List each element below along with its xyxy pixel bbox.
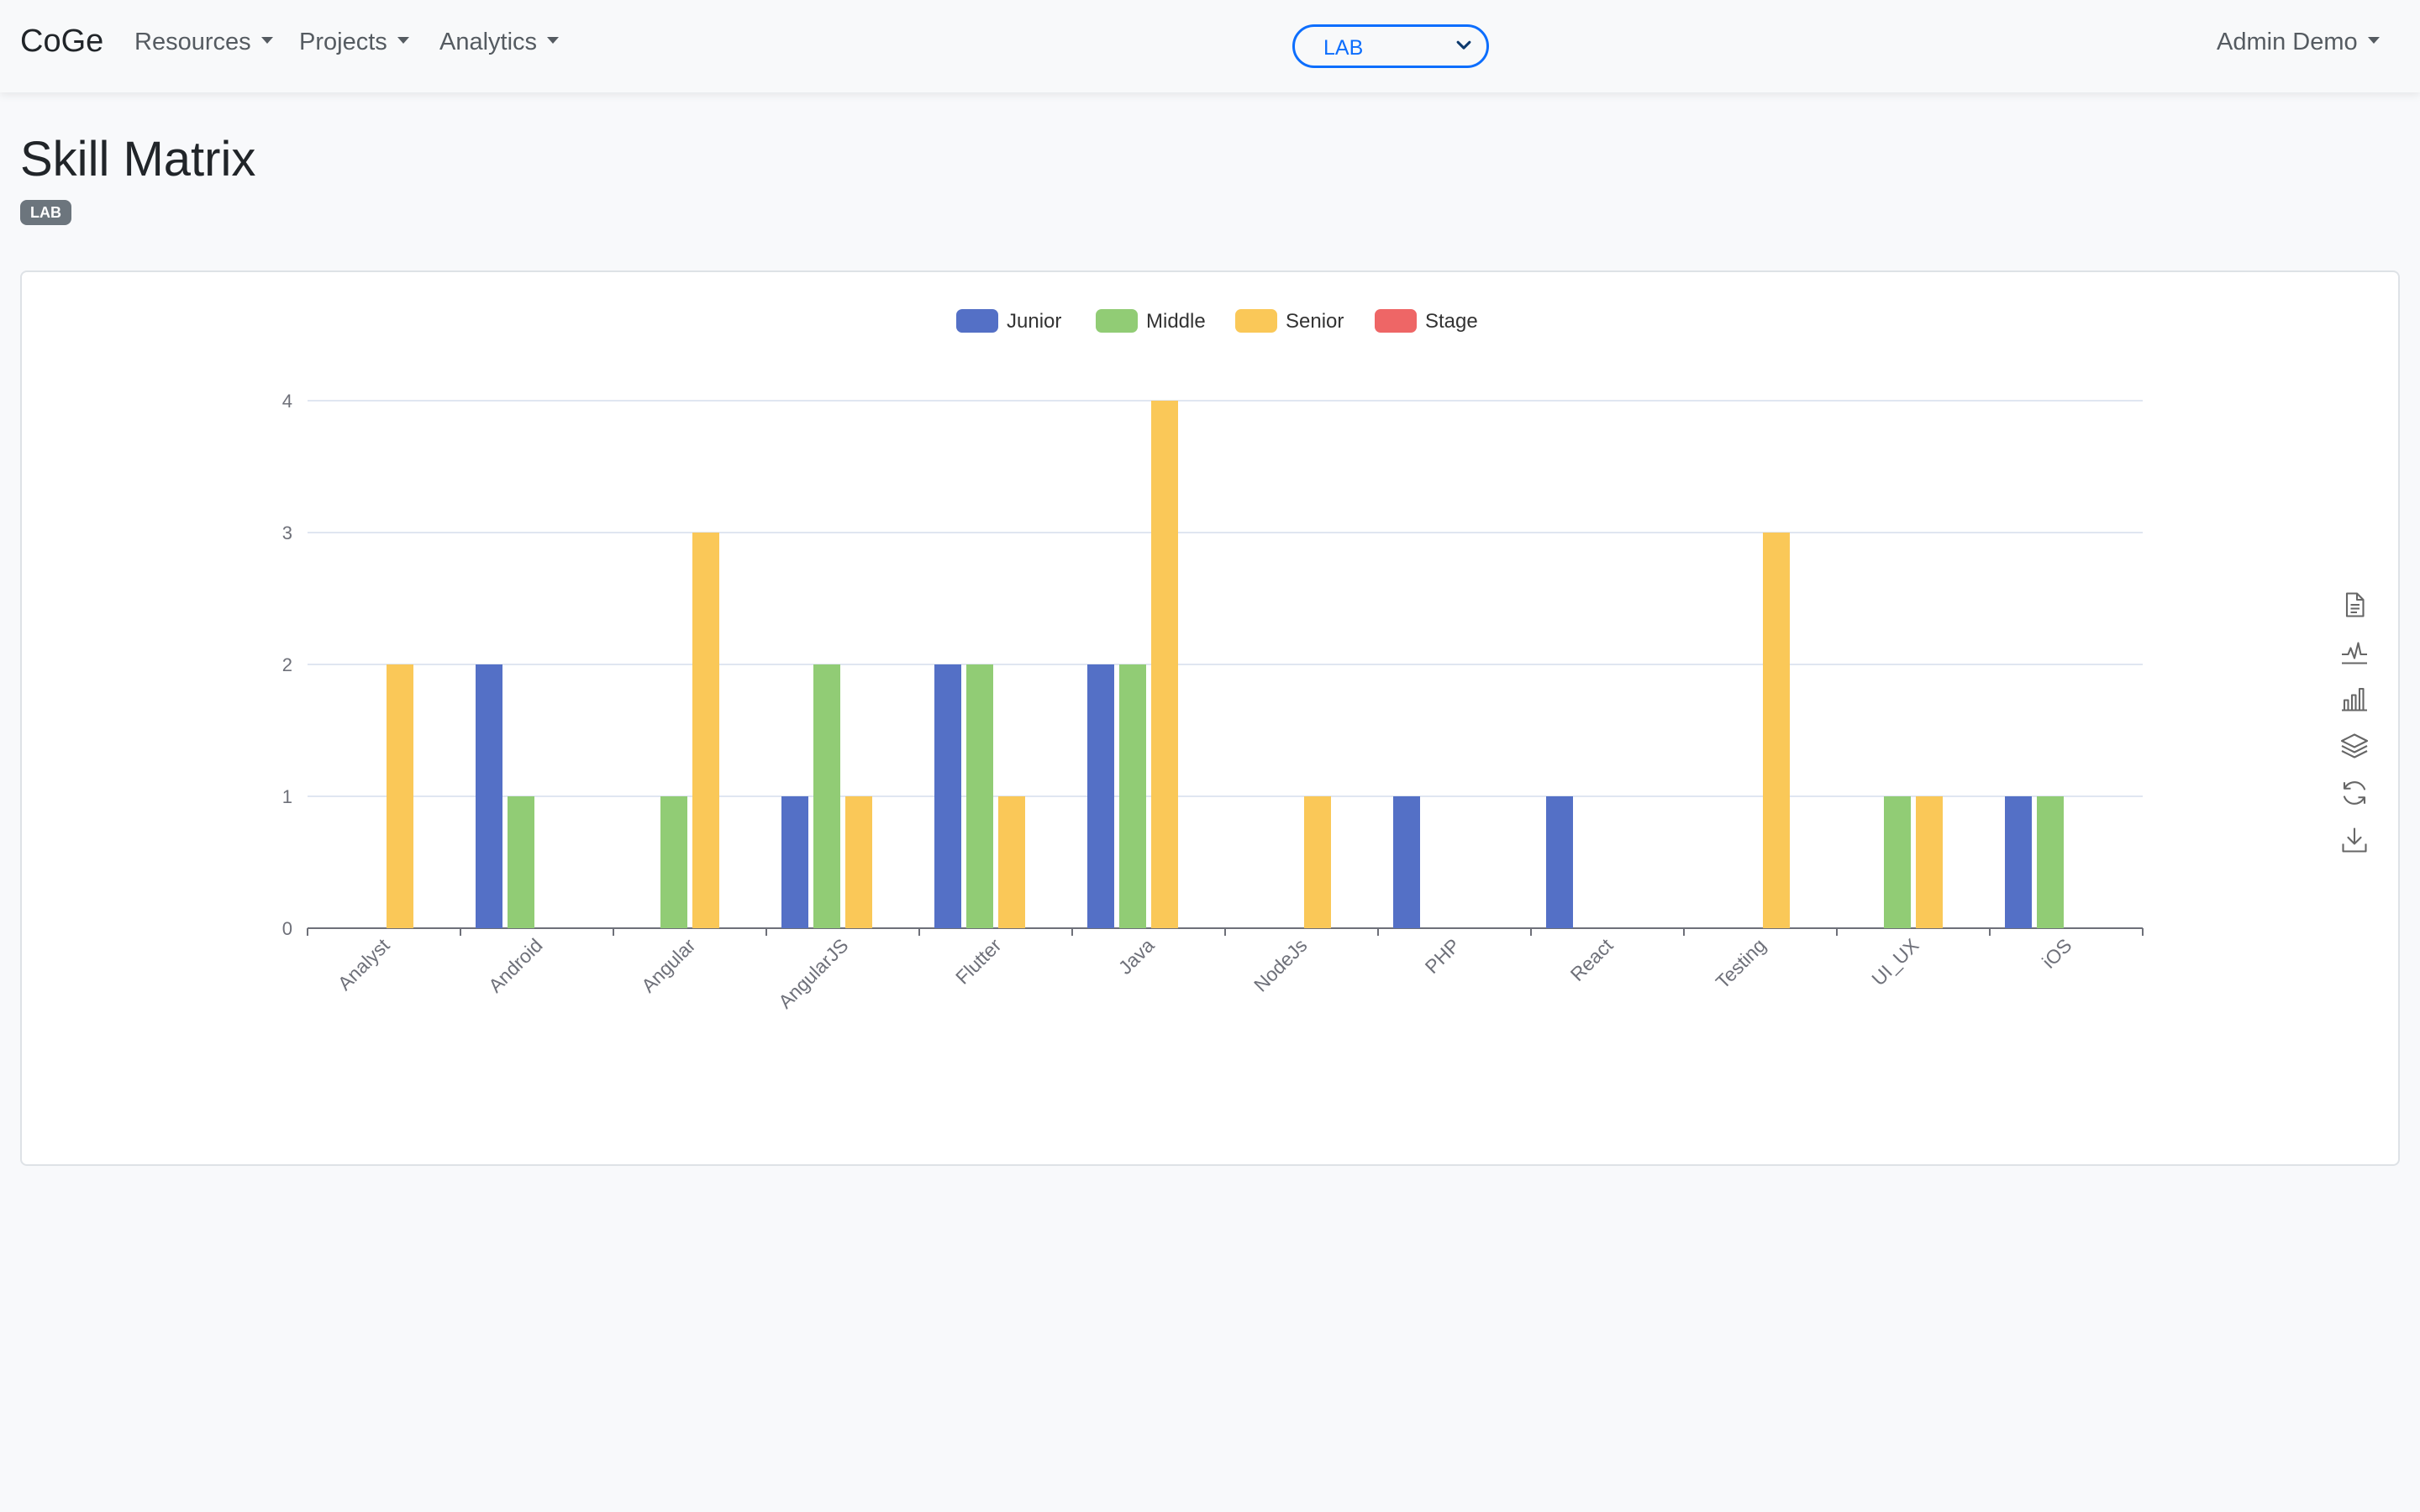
bar-middle-java — [1119, 664, 1146, 928]
x-tick-label: UI_UX — [1867, 934, 1923, 990]
caret-down-icon — [2367, 37, 2380, 45]
legend-label-stage: Stage — [1425, 310, 1478, 333]
stack-icon — [2340, 733, 2369, 759]
restore-icon — [2343, 781, 2366, 805]
switch-to-bar-button[interactable] — [2336, 680, 2373, 717]
bar-middle-ui_ux — [1884, 796, 1911, 928]
caret-down-icon — [547, 37, 560, 45]
x-tick-label: Angular — [637, 934, 700, 997]
save-image-icon — [2342, 827, 2367, 853]
caret-down-icon — [397, 37, 409, 45]
bar-junior-ios — [2005, 796, 2032, 928]
user-menu[interactable]: Admin Demo — [2217, 29, 2380, 56]
bar-chart-icon — [2342, 687, 2367, 711]
skill-matrix-chart: 0 1 2 3 4 Analyst Android Angular AngularJS Flutt… — [282, 309, 2144, 1013]
switch-to-line-button[interactable] — [2336, 633, 2373, 670]
legend-label-junior: Junior — [1007, 310, 1061, 333]
organization-select-value: LAB — [1323, 36, 1364, 60]
data-view-icon — [2345, 592, 2365, 617]
legend-swatch-stage — [1375, 309, 1417, 333]
y-tick-label: 1 — [282, 786, 292, 807]
legend-label-middle: Middle — [1146, 310, 1206, 333]
chart-toolbox — [2336, 586, 2373, 869]
data-view-button[interactable] — [2336, 586, 2373, 623]
restore-button[interactable] — [2336, 774, 2373, 811]
nav-menu-resources-label: Resources — [134, 29, 251, 55]
bar-senior-nodejs — [1304, 796, 1331, 928]
legend-label-senior: Senior — [1286, 310, 1344, 333]
x-tick-label: Android — [484, 934, 546, 996]
x-tick-label: PHP — [1421, 934, 1465, 978]
user-menu-label: Admin Demo — [2217, 29, 2358, 55]
x-tick-label: Testing — [1712, 934, 1770, 993]
brand-logo[interactable]: CoGe — [20, 24, 104, 59]
y-tick-label: 4 — [282, 391, 292, 412]
bar-junior-flutter — [934, 664, 961, 928]
bar-junior-android — [476, 664, 502, 928]
page-title: Skill Matrix — [20, 132, 256, 186]
bar-middle-android — [508, 796, 534, 928]
bar-middle-ios — [2037, 796, 2064, 928]
caret-down-icon — [260, 37, 273, 45]
chevron-down-icon — [1456, 40, 1471, 50]
bar-junior-react — [1546, 796, 1573, 928]
y-tick-label: 0 — [282, 918, 292, 939]
bar-middle-angularjs — [813, 664, 840, 928]
bar-junior-php — [1393, 796, 1420, 928]
save-as-image-button[interactable] — [2336, 822, 2373, 858]
nav-menu-analytics-label: Analytics — [439, 29, 538, 55]
bar-junior-angularjs — [781, 796, 808, 928]
line-chart-icon — [2342, 642, 2367, 664]
bar-senior-angular — [692, 533, 719, 928]
x-tick-label: NodeJs — [1249, 934, 1312, 996]
y-tick-label: 2 — [282, 654, 292, 675]
nav-menu-projects[interactable]: Projects — [299, 29, 409, 56]
bar-senior-flutter — [998, 796, 1025, 928]
nav-menu-resources[interactable]: Resources — [134, 29, 273, 56]
bar-junior-java — [1087, 664, 1114, 928]
x-tick-label: Analyst — [334, 934, 394, 995]
bar-senior-analyst — [387, 664, 413, 928]
bar-senior-testing — [1763, 533, 1790, 928]
legend-swatch-middle — [1096, 309, 1138, 333]
organization-badge: LAB — [20, 200, 71, 225]
top-navbar: CoGe Resources Projects Analytics LAB Ad… — [0, 0, 2420, 92]
bar-senior-java — [1151, 401, 1178, 928]
y-tick-label: 3 — [282, 522, 292, 543]
chart-card: 0 1 2 3 4 Analyst Android Angular AngularJS Flutt… — [20, 270, 2400, 1166]
legend-swatch-junior — [956, 309, 998, 333]
nav-menu-analytics[interactable]: Analytics — [439, 29, 560, 56]
bar-middle-angular — [660, 796, 687, 928]
stack-button[interactable] — [2336, 727, 2373, 764]
x-tick-label: Flutter — [951, 934, 1006, 989]
x-tick-label: React — [1566, 934, 1618, 985]
organization-select[interactable]: LAB — [1292, 24, 1489, 68]
x-tick-label: iOS — [2038, 934, 2075, 972]
nav-menu-projects-label: Projects — [299, 29, 387, 55]
legend-swatch-senior — [1235, 309, 1277, 333]
bar-middle-flutter — [966, 664, 993, 928]
bar-senior-ui_ux — [1916, 796, 1943, 928]
x-tick-label: Java — [1114, 934, 1159, 979]
x-tick-label: AngularJS — [774, 934, 852, 1012]
bar-senior-angularjs — [845, 796, 872, 928]
